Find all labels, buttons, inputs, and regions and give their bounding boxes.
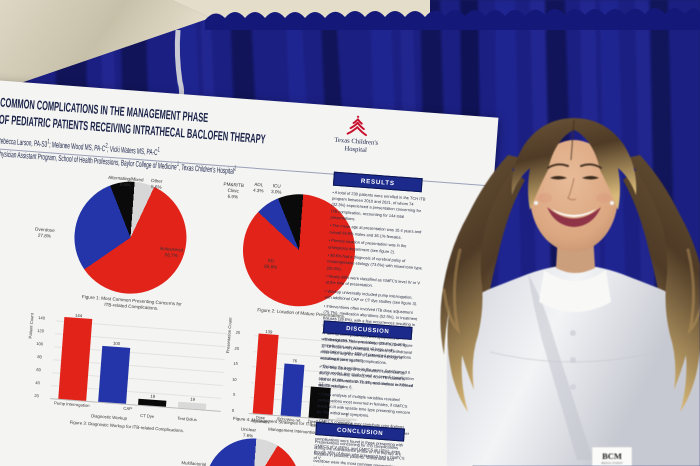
svg-text:MEDICAL STUDENT: MEDICAL STUDENT xyxy=(601,462,623,465)
svg-text:BCM: BCM xyxy=(602,451,622,461)
